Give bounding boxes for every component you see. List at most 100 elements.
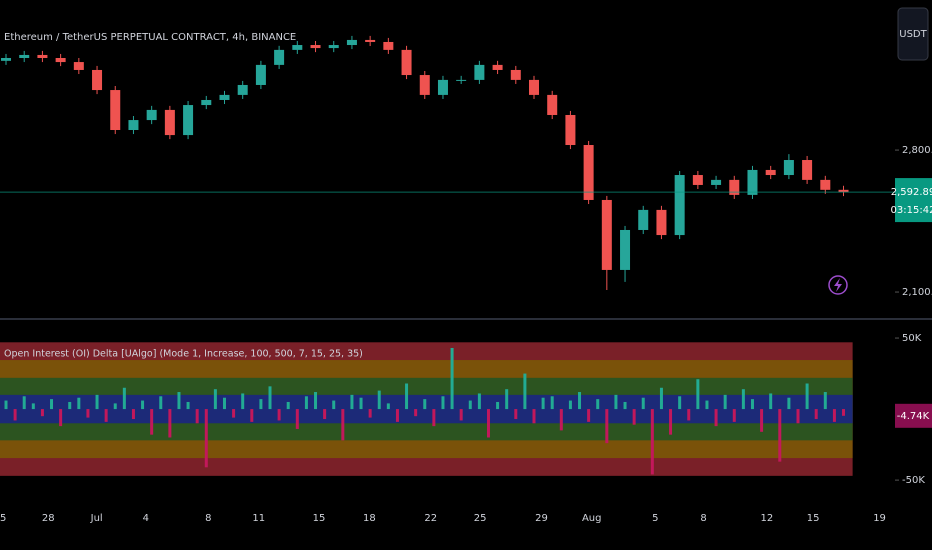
histogram-bar [314,392,318,410]
histogram-bar [304,396,308,410]
candle-body [565,114,576,146]
alert-icon[interactable] [828,275,848,295]
histogram-bar [450,347,454,410]
histogram-bar [332,400,336,410]
candle-body [437,79,448,95]
histogram-bar [568,400,572,410]
x-tick-label: 8 [205,513,211,524]
histogram-bar [678,396,682,410]
histogram-bar [614,394,618,410]
histogram-bar [395,409,399,422]
x-tick-label: 29 [535,513,548,524]
histogram-bar [222,397,226,410]
histogram-bar [350,394,354,410]
histogram-bar [750,399,754,410]
histogram-bar [405,383,409,410]
histogram-bar [150,409,154,435]
histogram-bar [13,409,17,421]
candle-body [346,39,357,46]
histogram-bar [741,389,745,410]
candle-body [19,54,30,59]
histogram-bar [760,409,764,432]
histogram-bar [232,409,236,418]
histogram-bar [40,409,44,417]
histogram-bar [459,409,463,421]
x-tick-label: 25 [474,513,487,524]
candle-body [601,199,612,270]
histogram-bar [186,401,190,410]
candle-body [802,160,813,180]
candle-body [183,105,194,136]
candle-body [729,179,740,195]
histogram-bar [505,389,509,410]
candle-body [820,179,831,190]
x-tick-label: 12 [760,513,773,524]
histogram-bar [796,409,800,424]
histogram-bar [414,409,418,417]
candle-body [365,39,376,42]
histogram-bar [286,401,290,410]
histogram-bar [22,396,26,410]
histogram-bar [432,409,436,427]
candle-body [474,64,485,80]
histogram-bar [842,409,846,416]
x-tick-label: 25 [0,513,6,524]
histogram-bar [468,400,472,410]
candle-body [274,49,285,65]
histogram-bar [59,409,63,427]
histogram-bar [659,387,663,410]
histogram-bar [486,409,490,438]
histogram-bar [77,397,81,410]
histogram-bar [523,373,527,410]
last-price-box [895,178,932,223]
candle-body [237,84,248,95]
histogram-bar [68,401,72,410]
candle-body [674,175,685,236]
histogram-bar [104,409,108,422]
histogram-bar [550,396,554,410]
histogram-bar [177,392,181,410]
candle-body [92,69,103,91]
candle-body [547,94,558,115]
histogram-bar [632,409,636,425]
histogram-bar [578,392,582,410]
candle-body [401,49,412,76]
histogram-bar [441,396,445,410]
last-value-label: -4.74K [897,411,930,422]
histogram-bar [250,409,254,422]
histogram-bar [341,409,345,441]
histogram-bar [277,409,281,421]
histogram-bar [377,390,381,410]
histogram-bar [814,409,818,420]
histogram-bar [532,409,536,424]
histogram-bar [696,379,700,410]
candle-body [747,169,758,195]
histogram-bar [605,409,609,444]
histogram-bar [213,389,217,410]
last-price-label: 2,592.89 [891,187,932,198]
candle-body [765,169,776,176]
currency-button[interactable] [897,7,929,61]
histogram-bar [168,409,172,438]
y-tick-label: 2,800.00 [902,145,932,156]
histogram-bar [723,394,727,410]
candle-body [164,109,175,136]
candle-body [110,90,121,130]
histogram-bar [587,409,591,422]
candle-body [255,64,266,85]
candle-body [146,109,157,121]
candle-body [328,45,339,49]
histogram-bar [141,400,145,410]
histogram-bar [496,401,500,410]
candle-body [510,69,521,80]
histogram-bar [131,409,135,420]
histogram-bar [623,401,627,410]
chart-title: Ethereum / TetherUS PERPETUAL CONTRACT, … [4,32,296,43]
histogram-bar [359,397,363,410]
candle-body [783,160,794,176]
candle-body [692,175,703,185]
histogram-bar [50,399,54,410]
currency-label: USDT [899,29,927,40]
histogram-bar [113,403,117,410]
histogram-bar [368,409,372,418]
